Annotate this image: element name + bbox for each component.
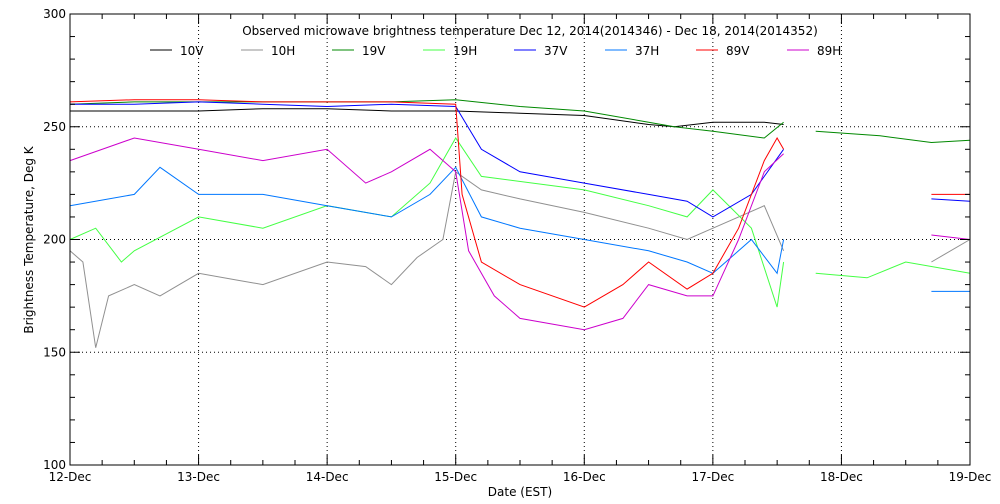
legend-label-89h: 89H: [817, 44, 841, 58]
y-tick-label: 200: [43, 233, 66, 247]
legend-label-37h: 37H: [635, 44, 659, 58]
legend-label-19v: 19V: [362, 44, 386, 58]
series-line-10v: [70, 108, 784, 128]
series-line-89h: [69, 137, 971, 331]
x-tick-label: 18-Dec: [820, 470, 863, 484]
ticks: 12-Dec 13-Dec 14-Dec 15-Dec 16-Dec 17-Dec 18-D…: [43, 7, 991, 484]
series-line-10h: [69, 170, 971, 348]
series-line-19h: [69, 137, 971, 308]
x-tick-label: 13-Dec: [177, 470, 220, 484]
x-axis-label: Date (EST): [488, 485, 552, 499]
x-tick-label: 12-Dec: [49, 470, 92, 484]
series-line-19v: [69, 99, 971, 144]
series-line-37h: [69, 166, 970, 292]
chart-title: Observed microwave brightness temperatur…: [242, 24, 818, 38]
x-tick-label: 19-Dec: [949, 470, 992, 484]
y-tick-label: 100: [43, 458, 66, 472]
y-axis-label: Brightness Temperature, Deg K: [22, 145, 36, 333]
legend: 10V 10H 19V 19H 37V 37H 89V 89H: [150, 44, 841, 58]
series-line-89v: [69, 99, 970, 308]
y-tick-label: 250: [43, 120, 66, 134]
legend-label-19h: 19H: [453, 44, 477, 58]
series-line-37v: [70, 101, 971, 218]
legend-label-37v: 37V: [544, 44, 568, 58]
grid: [70, 14, 970, 465]
legend-label-10v: 10V: [180, 44, 204, 58]
x-tick-label: 14-Dec: [306, 470, 349, 484]
legend-label-89v: 89V: [726, 44, 750, 58]
x-tick-label: 15-Dec: [434, 470, 477, 484]
series-lines: [69, 99, 971, 348]
legend-label-10h: 10H: [271, 44, 295, 58]
x-tick-label: 17-Dec: [691, 470, 734, 484]
y-tick-label: 150: [43, 345, 66, 359]
x-tick-label: 16-Dec: [563, 470, 606, 484]
y-tick-label: 300: [43, 7, 66, 21]
